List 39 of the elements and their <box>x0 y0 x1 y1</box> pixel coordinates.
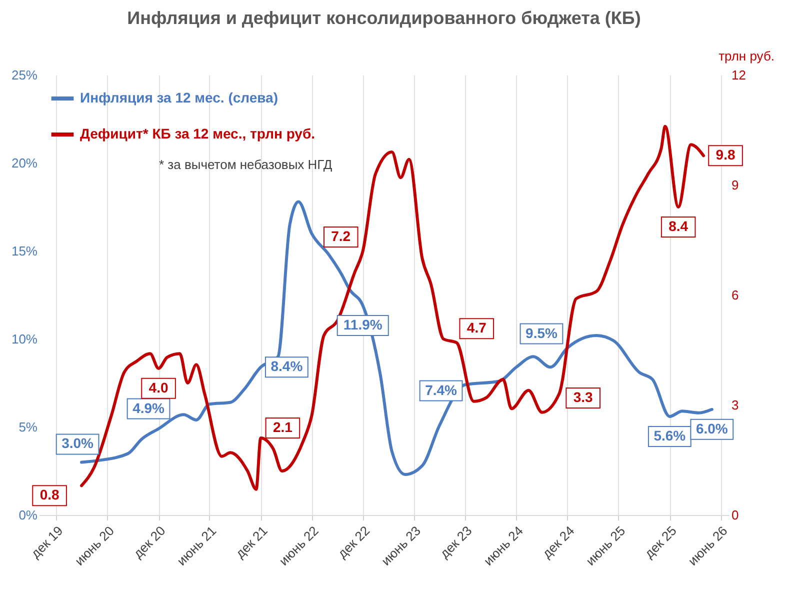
x-tick-label: дек 21 <box>232 523 270 561</box>
data-label: 4.7 <box>466 320 487 336</box>
y2-tick-label: 6 <box>732 288 739 302</box>
y-tick-label: 0% <box>18 508 38 522</box>
annotation: * за вычетом небазовых НГД <box>159 157 332 172</box>
data-label: 9.5% <box>526 324 558 341</box>
chart-title: Инфляция и дефицит консолидированного бюджета (КБ) <box>127 8 641 28</box>
data-label: 2.1 <box>272 419 293 435</box>
data-label: 3.3 <box>573 389 594 405</box>
y2-tick-label: 3 <box>732 398 739 412</box>
y2-tick-label: 9 <box>732 178 739 192</box>
data-label: 8.4 <box>668 218 688 234</box>
y2-axis-title: трлн руб. <box>718 48 774 64</box>
data-label: 7.4% <box>425 382 458 398</box>
data-label: 6.0% <box>696 420 728 436</box>
y-tick-label: 10% <box>11 332 38 346</box>
x-tick-label: дек 24 <box>539 523 578 561</box>
data-label: 4.9% <box>132 400 166 416</box>
y-tick-label: 15% <box>11 244 38 258</box>
y2-tick-label: 0 <box>732 508 739 522</box>
x-tick-label: дек 20 <box>130 523 168 561</box>
data-label: 7.2 <box>331 228 351 244</box>
x-tick-label: дек 25 <box>641 523 680 561</box>
data-label: 8.4% <box>270 358 304 374</box>
data-label: 0.8 <box>40 486 60 503</box>
x-tick-label: дек 19 <box>28 523 66 561</box>
legend-label: Дефицит* КБ за 12 мес., трлн руб. <box>80 126 316 142</box>
y-tick-label: 5% <box>18 420 38 434</box>
y-tick-label: 20% <box>11 156 38 170</box>
data-label: 9.8 <box>716 146 736 163</box>
legend-label: Инфляция за 12 мес. (слева) <box>80 90 278 106</box>
data-label: 11.9% <box>343 316 383 333</box>
data-label: 4.0 <box>148 379 168 396</box>
y2-tick-label: 12 <box>732 68 746 82</box>
data-label: 5.6% <box>654 427 686 444</box>
x-tick-label: дек 22 <box>334 523 373 561</box>
x-tick-label: дек 23 <box>436 523 475 561</box>
y-tick-label: 25% <box>11 68 38 82</box>
data-label: 3.0% <box>62 435 94 452</box>
